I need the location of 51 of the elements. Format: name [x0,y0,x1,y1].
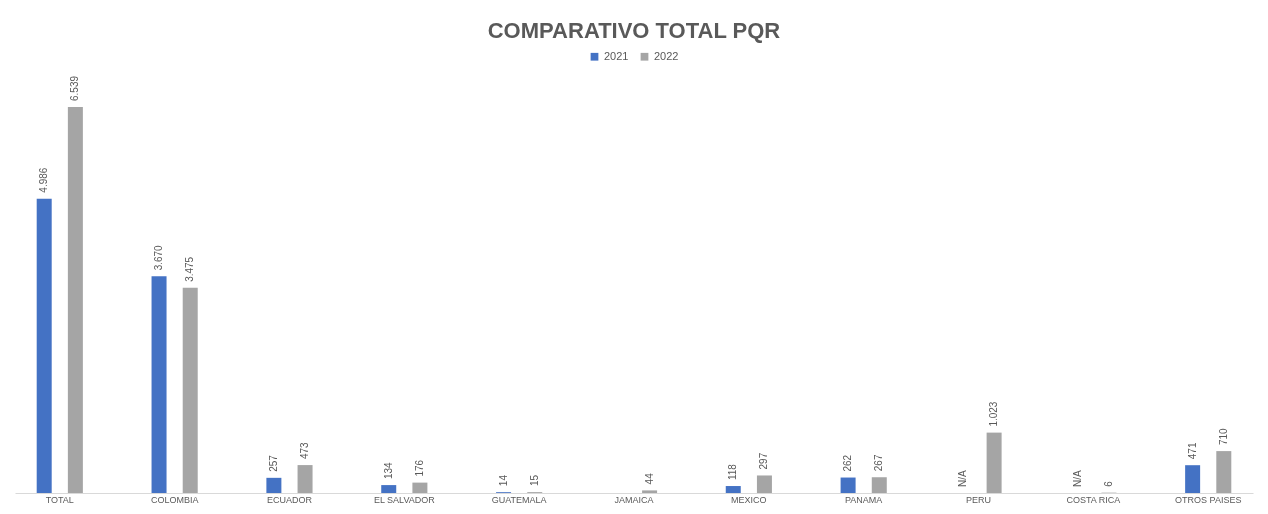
bar [1185,465,1201,493]
data-label: 3.475 [184,256,196,282]
bar [412,482,428,493]
bar [36,198,52,493]
x-tick-label: ECUADOR [266,494,313,505]
data-label: 4.986 [38,167,50,193]
data-label: 15 [528,474,540,487]
x-tick-label: PANAMA [845,494,883,505]
x-tick-label: COSTA RICA [1066,494,1121,505]
data-label: 14 [497,474,509,487]
data-label: 134 [382,461,394,480]
x-tick-label: COLOMBIA [150,494,199,505]
legend-label: 2021 [604,49,629,62]
x-tick-label: GUATEMALA [491,494,547,505]
x-tick-label: PERU [966,494,992,505]
text: N/A [1071,470,1083,487]
bar [840,477,856,493]
data-label: 262 [842,454,854,472]
bar [67,107,83,493]
x-tick-label: EL SALVADOR [373,494,436,505]
bar [151,276,167,493]
bar [642,490,658,493]
data-label: 6.539 [69,75,81,101]
data-label: 44 [643,472,655,485]
legend-label: 2022 [654,49,679,62]
data-label: 471 [1186,442,1198,460]
data-label: 6 [1102,480,1114,487]
bar [297,465,313,493]
data-label: 710 [1217,427,1229,446]
bar [266,477,282,493]
data-label: 473 [299,441,311,460]
data-label: 176 [413,459,425,477]
data-label: 257 [267,454,279,472]
x-tick-label: OTROS PAISES [1175,494,1242,505]
bar [381,485,397,493]
bar [725,486,741,493]
data-label: 3.670 [153,244,165,271]
x-tick-label: TOTAL [45,494,74,505]
data-label: 267 [873,454,885,472]
bar [986,432,1002,493]
chart-title: COMPARATIVO TOTAL PQR [487,18,781,43]
data-label: 1.023 [988,401,1000,427]
data-label: 118 [727,463,739,481]
bar [871,477,887,493]
bar [756,475,772,493]
text: N/A [956,470,968,487]
x-tick-label: JAMAICA [614,494,654,505]
bar [1216,451,1232,493]
x-tick-label: MEXICO [731,494,767,505]
data-label: 297 [758,452,770,470]
bar [182,287,198,493]
